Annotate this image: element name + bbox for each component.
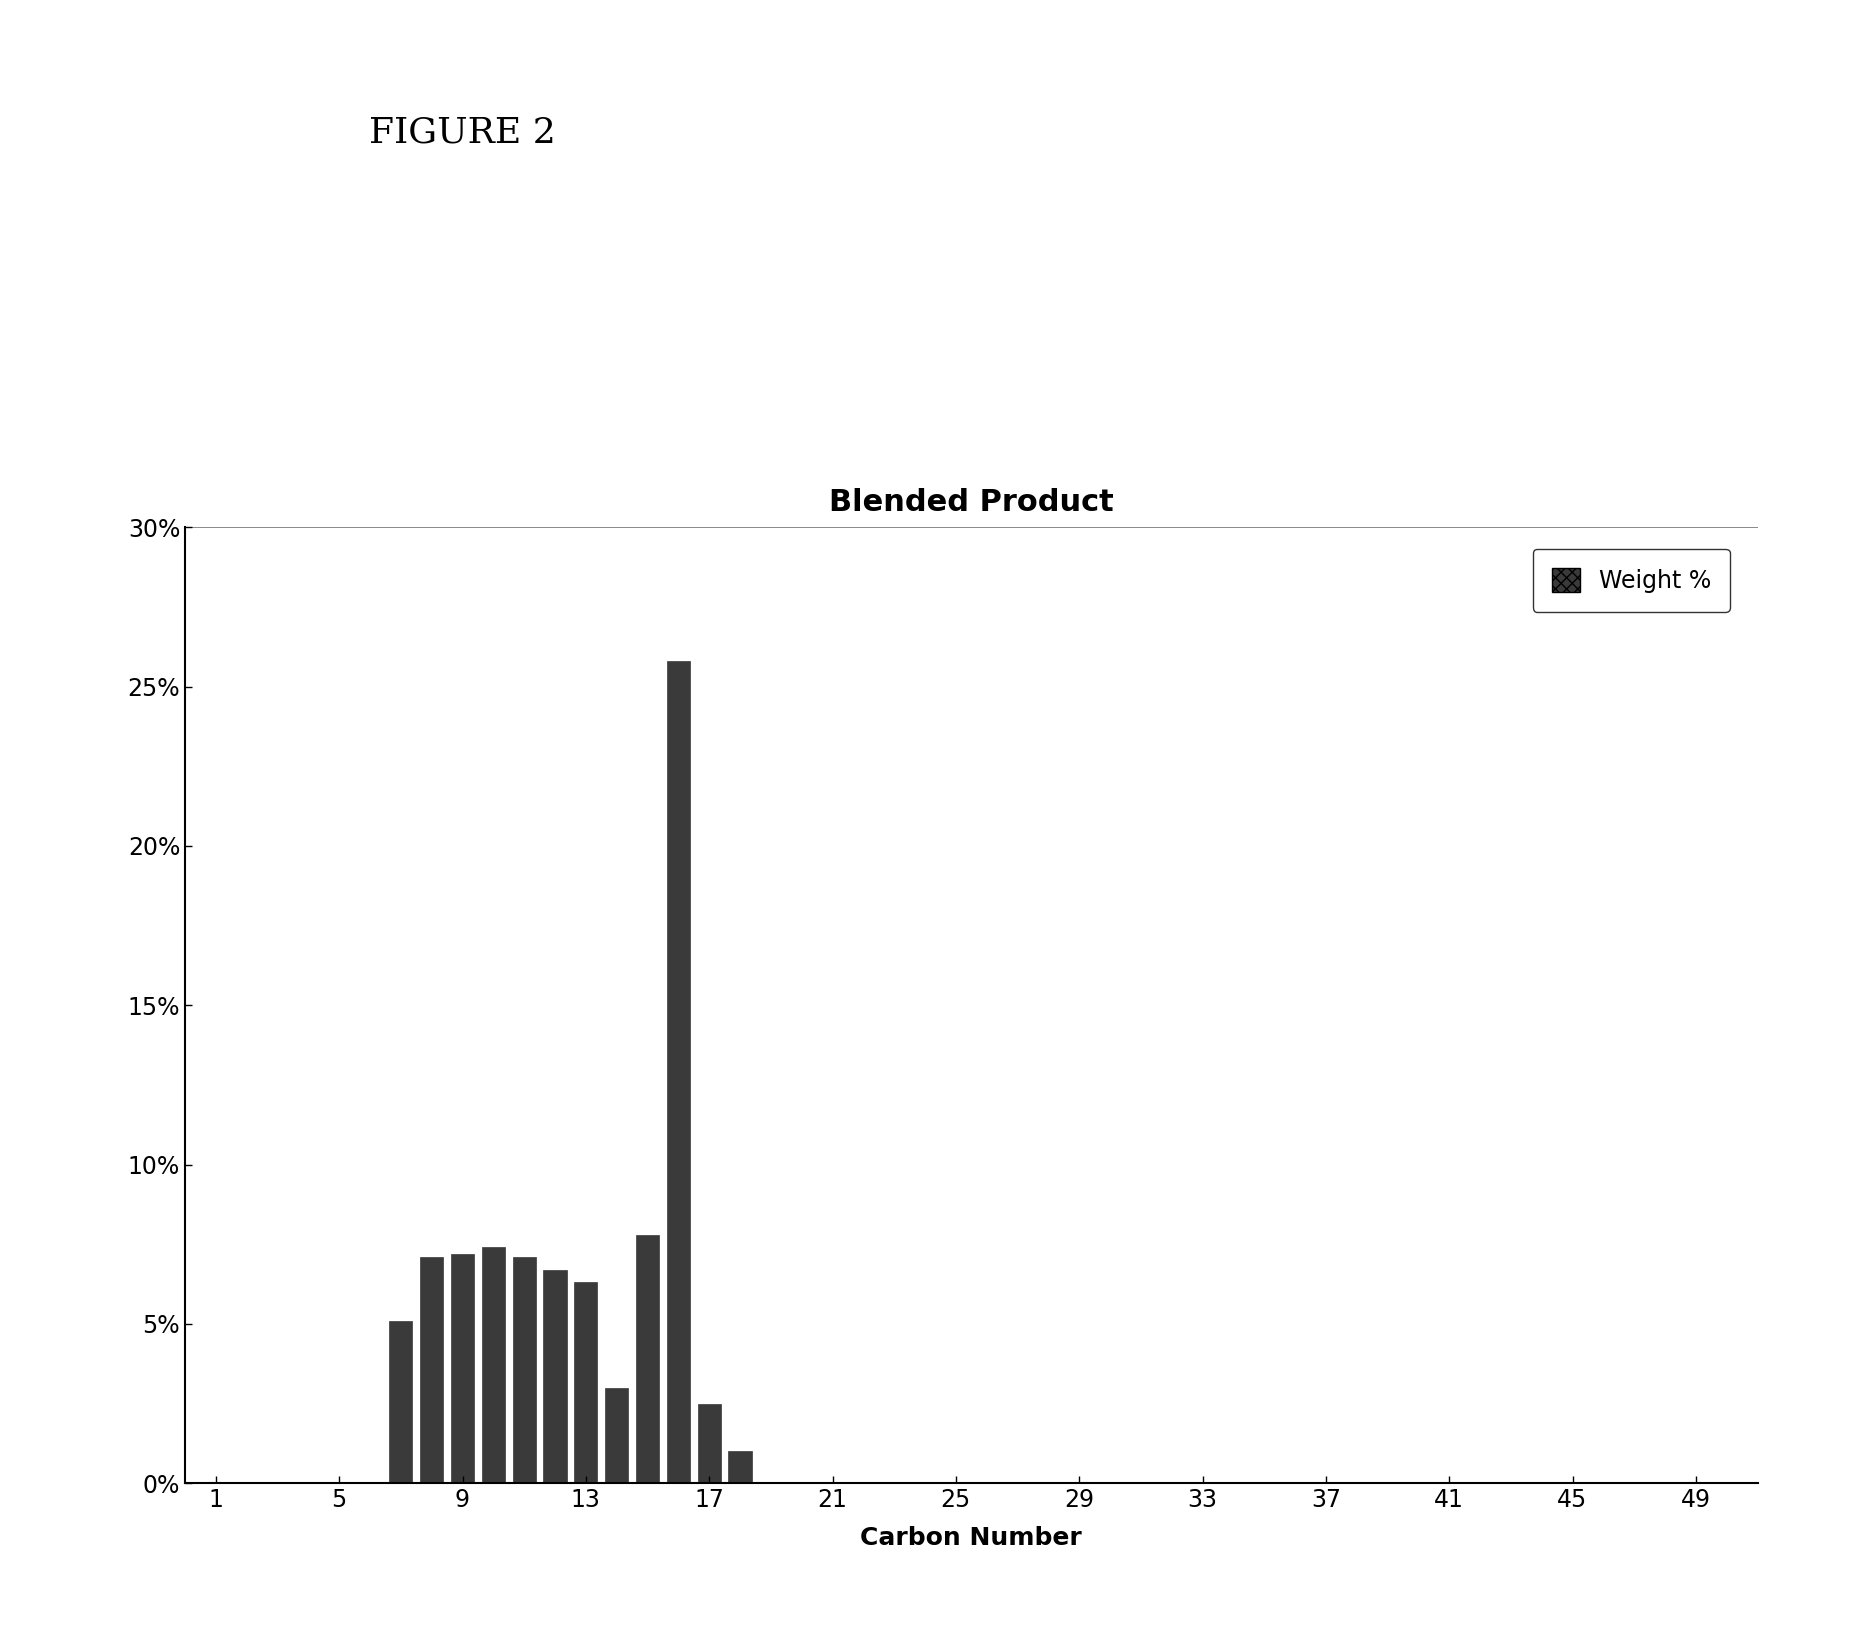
- Bar: [729, 1452, 751, 1483]
- Bar: [388, 1320, 413, 1483]
- Bar: [666, 661, 690, 1483]
- Text: FIGURE 2: FIGURE 2: [370, 115, 555, 150]
- Bar: [605, 1388, 629, 1483]
- Bar: [574, 1282, 598, 1483]
- Bar: [481, 1248, 505, 1483]
- Bar: [512, 1257, 536, 1483]
- X-axis label: Carbon Number: Carbon Number: [860, 1526, 1082, 1551]
- Bar: [697, 1404, 722, 1483]
- Bar: [544, 1269, 566, 1483]
- Title: Blended Product: Blended Product: [829, 488, 1114, 517]
- Bar: [420, 1257, 444, 1483]
- Bar: [636, 1234, 659, 1483]
- Legend: Weight %: Weight %: [1532, 549, 1730, 611]
- Bar: [451, 1254, 474, 1483]
